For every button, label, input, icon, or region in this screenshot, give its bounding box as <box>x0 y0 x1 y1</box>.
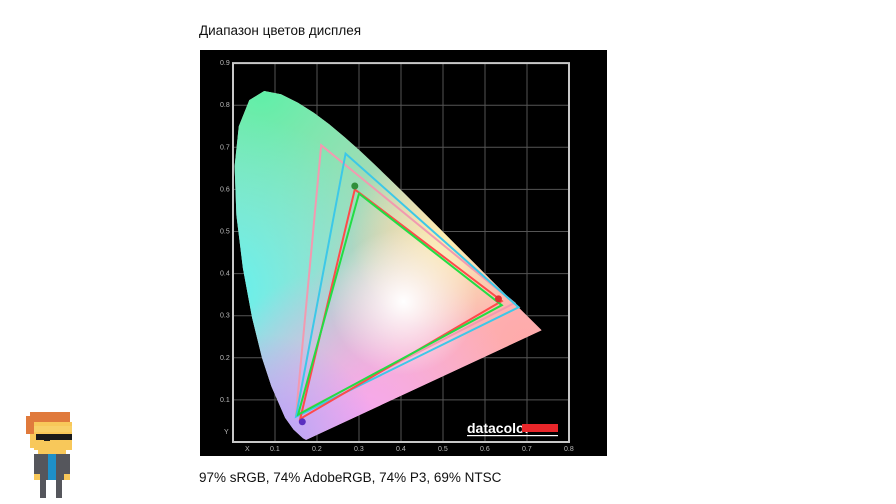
y-tick-label: 0.5 <box>220 229 230 236</box>
x-tick-label: 0.7 <box>522 446 532 453</box>
gamut-triangle <box>296 191 504 417</box>
x-axis-label: X <box>245 446 250 453</box>
primary-marker <box>351 182 359 190</box>
y-tick-label: 0.9 <box>220 60 230 67</box>
x-tick-label: 0.8 <box>564 446 574 453</box>
y-tick-label: 0.6 <box>220 186 230 193</box>
primary-marker <box>494 295 502 303</box>
y-tick-label: 0.7 <box>220 144 230 151</box>
gamut-triangle <box>294 143 517 417</box>
plot-frame <box>232 62 570 443</box>
y-tick-label: 0.4 <box>220 271 230 278</box>
x-tick-label: 0.3 <box>354 446 364 453</box>
primary-marker <box>298 418 306 426</box>
gamut-triangles <box>294 143 521 421</box>
logo-underline <box>467 435 558 437</box>
cie-gamut-diagram: 0.1 0.2 0.3 0.4 0.5 0.6 0.7 0.8 0.1 0.2 0.3 0.4 0.5 0… <box>200 50 607 456</box>
x-tick-label: 0.6 <box>480 446 490 453</box>
x-tick-label: 0.5 <box>438 446 448 453</box>
gamut-triangle <box>294 151 521 419</box>
y-tick-label: 0.8 <box>220 102 230 109</box>
y-tick-label: 0.3 <box>220 313 230 320</box>
section-heading: Диапазон цветов дисплея <box>199 23 362 38</box>
y-tick-label: 0.2 <box>220 355 230 362</box>
x-tick-label: 0.4 <box>396 446 406 453</box>
gamut-coverage-caption: 97% sRGB, 74% AdobeRGB, 74% P3, 69% NTSC <box>199 470 502 485</box>
x-tick-label: 0.1 <box>270 446 280 453</box>
axis-ticks: 0.1 0.2 0.3 0.4 0.5 0.6 0.7 0.8 0.1 0.2 0.3 0.4 0.5 0… <box>220 60 574 453</box>
spectral-locus <box>234 91 542 440</box>
y-axis-label: Y <box>224 429 229 436</box>
y-tick-label: 0.1 <box>220 397 230 404</box>
datacolor-logo: datacolor <box>467 420 558 437</box>
primary-markers <box>298 182 502 426</box>
locus-gradient <box>234 91 542 440</box>
logo-text: datacolor <box>467 420 531 436</box>
x-tick-label: 0.2 <box>312 446 322 453</box>
cie-chart-svg: 0.1 0.2 0.3 0.4 0.5 0.6 0.7 0.8 0.1 0.2 0.3 0.4 0.5 0… <box>220 60 574 453</box>
pixel-art-avatar-icon <box>26 412 72 498</box>
logo-bar <box>522 424 558 432</box>
